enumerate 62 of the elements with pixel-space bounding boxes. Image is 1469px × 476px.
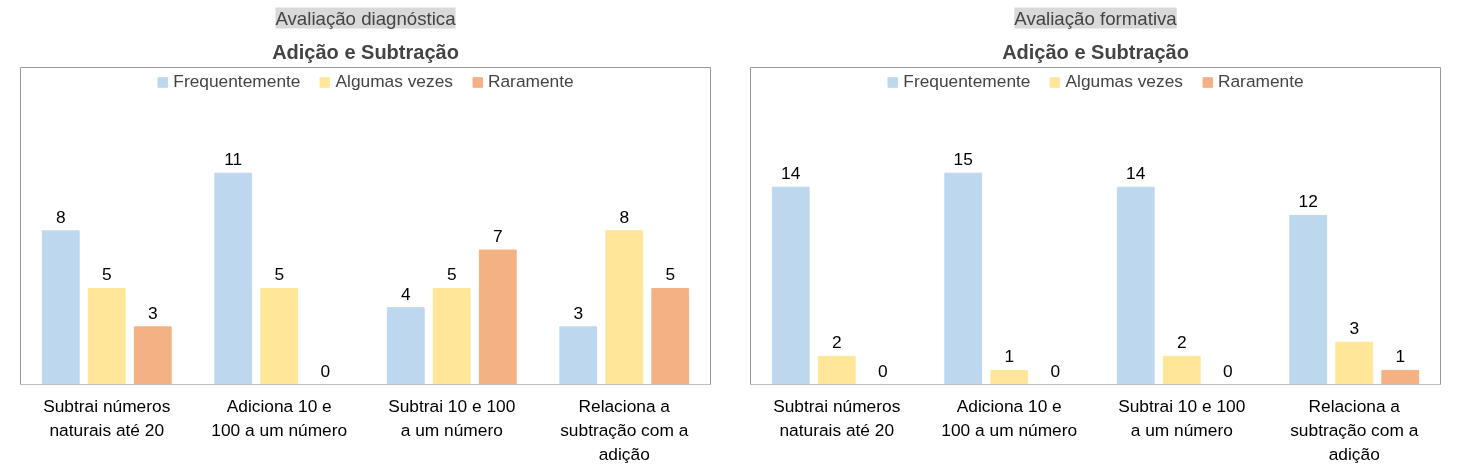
bar xyxy=(260,287,299,385)
data-label: 14 xyxy=(1126,163,1146,184)
data-label: 3 xyxy=(573,302,584,323)
x-tick-label: Adiciona 10 e 100 a um número xyxy=(941,395,1078,440)
data-label: 15 xyxy=(953,149,973,170)
data-label: 0 xyxy=(1222,360,1233,381)
x-tick-label: Relaciona a subtração com a adição xyxy=(1290,395,1419,464)
data-label: 1 xyxy=(1004,346,1015,367)
legend-label: Algumas vezes xyxy=(335,71,453,92)
data-label: 5 xyxy=(274,264,285,285)
data-label: 5 xyxy=(446,264,457,285)
x-tick-label: Subtrai números naturais até 20 xyxy=(773,395,901,440)
legend-label: Raramente xyxy=(1217,71,1304,92)
bar xyxy=(214,172,253,385)
bar xyxy=(771,186,810,385)
legend-label: Frequentemente xyxy=(903,71,1031,92)
data-label: 14 xyxy=(781,163,801,184)
bar xyxy=(1162,355,1201,385)
chart-subtitle: Avaliação diagnóstica xyxy=(275,7,457,29)
legend-label: Frequentemente xyxy=(173,71,301,92)
x-tick-label: Subtrai 10 e 100 a um número xyxy=(1118,395,1246,440)
chart-title: Adição e Subtração xyxy=(1002,40,1189,63)
bar xyxy=(478,249,517,385)
data-label: 5 xyxy=(101,264,112,285)
bar xyxy=(944,172,983,385)
data-label: 8 xyxy=(55,206,66,227)
bar xyxy=(133,326,172,385)
bar xyxy=(651,287,690,385)
bar xyxy=(386,307,425,385)
data-label: 7 xyxy=(492,226,503,247)
data-label: 2 xyxy=(1176,332,1187,353)
data-label: 3 xyxy=(147,302,158,323)
bar xyxy=(559,326,598,385)
data-label: 12 xyxy=(1298,191,1318,212)
bar xyxy=(605,230,644,385)
data-label: 1 xyxy=(1395,346,1406,367)
chart-subtitle: Avaliação formativa xyxy=(1014,7,1178,29)
data-label: 5 xyxy=(665,264,676,285)
bar xyxy=(990,369,1029,385)
data-label: 3 xyxy=(1349,318,1360,339)
bar xyxy=(1289,214,1328,385)
bar xyxy=(1116,186,1155,385)
bar xyxy=(1335,341,1374,385)
x-tick-label: Adiciona 10 e 100 a um número xyxy=(211,395,348,440)
x-tick-label: Subtrai números naturais até 20 xyxy=(43,395,171,440)
x-tick-label: Subtrai 10 e 100 a um número xyxy=(388,395,516,440)
data-label: 2 xyxy=(831,332,842,353)
data-label: 0 xyxy=(1050,360,1061,381)
bar xyxy=(41,230,80,385)
data-label: 11 xyxy=(224,149,243,170)
data-label: 8 xyxy=(619,206,630,227)
data-label: 0 xyxy=(320,360,331,381)
bar xyxy=(432,287,471,385)
data-label: 4 xyxy=(400,283,411,304)
x-tick-label: Relaciona a subtração com a adição xyxy=(560,395,689,464)
legend-label: Algumas vezes xyxy=(1065,71,1183,92)
bar xyxy=(1381,369,1420,385)
chart-title: Adição e Subtração xyxy=(272,40,459,63)
bar xyxy=(87,287,126,385)
data-label: 0 xyxy=(877,360,888,381)
bar xyxy=(817,355,856,385)
legend-label: Raramente xyxy=(487,71,574,92)
